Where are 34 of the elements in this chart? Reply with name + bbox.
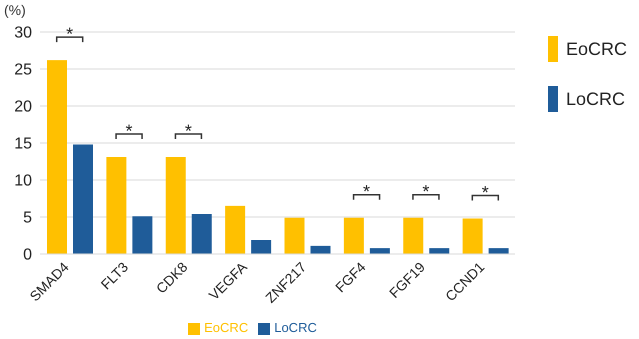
- bar: [370, 248, 390, 254]
- y-tick-label: 20: [14, 98, 32, 116]
- y-tick-label: 5: [23, 210, 32, 227]
- bar: [429, 248, 450, 254]
- bar: [192, 214, 212, 254]
- bar: [284, 218, 304, 254]
- bar: [132, 216, 152, 254]
- y-tick-label: 10: [14, 172, 32, 190]
- y-tick-label: 30: [14, 24, 32, 42]
- y-axis-title: (%): [4, 2, 26, 18]
- annotation: *: [126, 121, 133, 142]
- y-tick-label: 0: [23, 246, 32, 264]
- bar: [106, 157, 126, 254]
- annotation: *: [422, 182, 430, 202]
- bar: [225, 206, 246, 254]
- annotation: *: [363, 182, 370, 202]
- bar: [47, 60, 67, 254]
- bar: [166, 157, 186, 254]
- annotation: *: [482, 182, 489, 202]
- legend-label: LoCRC: [274, 320, 317, 335]
- bar: [344, 218, 364, 254]
- bar: [403, 218, 424, 254]
- bar: [488, 248, 509, 254]
- bar: [310, 246, 330, 254]
- annotation: *: [184, 121, 192, 142]
- y-tick-label: 25: [14, 62, 32, 79]
- text: EoCRC: [566, 38, 628, 58]
- text: LoCRC: [566, 88, 626, 108]
- legend-label: EoCRC: [204, 320, 248, 335]
- y-tick-label: 15: [14, 136, 32, 153]
- annotation: *: [66, 24, 74, 44]
- bar: [462, 218, 483, 254]
- bar: [251, 240, 272, 254]
- bar: [73, 144, 93, 254]
